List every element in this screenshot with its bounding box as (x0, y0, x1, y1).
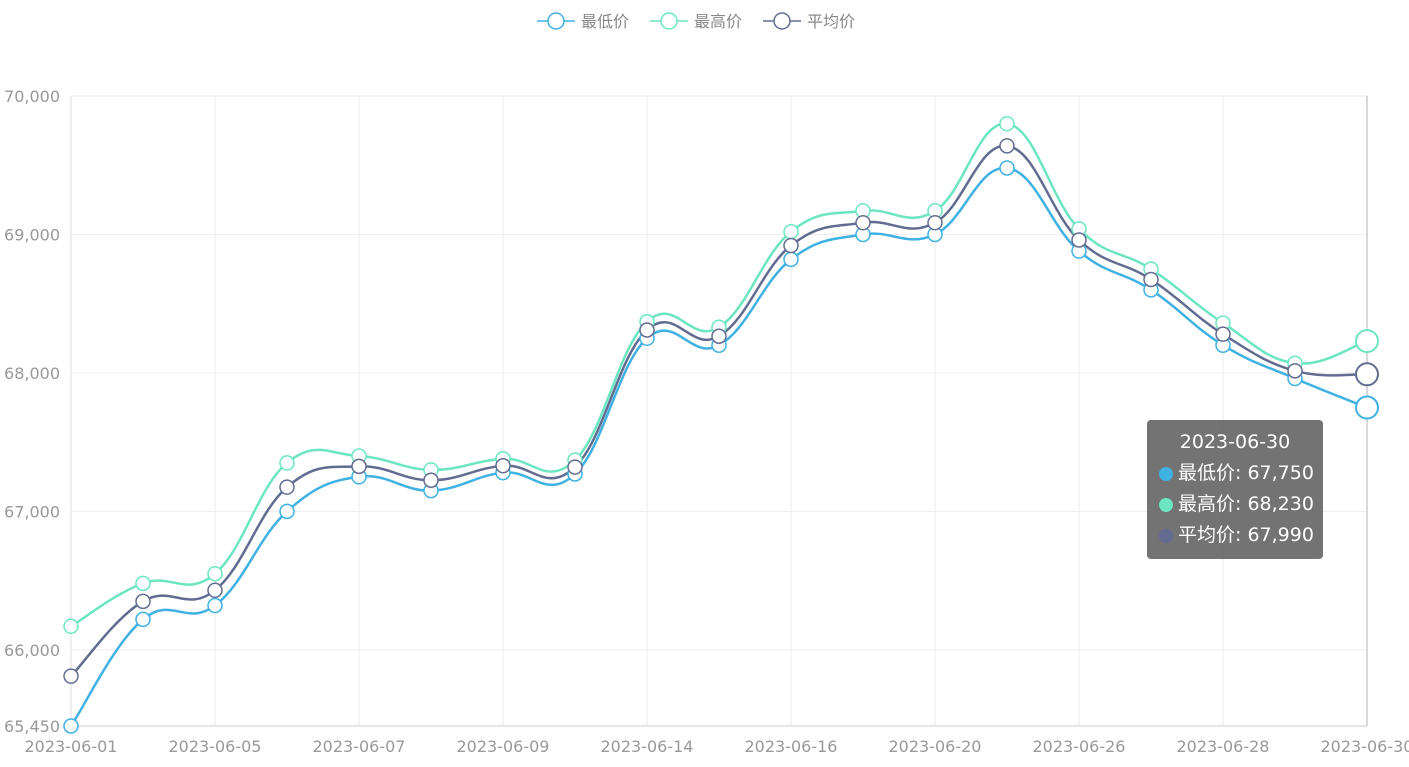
data-point (999, 115, 1015, 132)
tooltip-label-min: 最低价: 67,750 (1178, 462, 1314, 484)
x-tick-label: 2023-06-26 (1033, 737, 1126, 756)
y-tick-label: 65,450 (4, 717, 60, 736)
tooltip-row-min: 最低价: 67,750 (1159, 458, 1314, 489)
data-point (999, 138, 1015, 154)
tooltip-label-avg: 平均价: 67,990 (1178, 524, 1314, 546)
tooltip-marker-min (1159, 466, 1173, 481)
x-tick-label: 2023-06-07 (313, 737, 406, 756)
legend-label: 平均价 (807, 12, 855, 31)
data-point (783, 237, 799, 254)
data-point (1287, 363, 1303, 379)
series-line-0 (69, 166, 1368, 727)
data-point (999, 160, 1015, 176)
data-point (1355, 395, 1379, 420)
chart-tooltip: 2023-06-30 最低价: 67,750 最高价: 68,230 平均价: … (1147, 420, 1323, 559)
legend-marker-icon (660, 12, 678, 30)
data-point (279, 503, 295, 520)
y-tick-label: 67,000 (4, 502, 60, 521)
y-tick-label: 70,000 (4, 87, 60, 106)
data-point (711, 328, 727, 344)
data-point (351, 458, 367, 475)
x-tick-label: 2023-06-16 (745, 737, 838, 756)
x-tick-label: 2023-06-05 (169, 737, 262, 756)
data-point (567, 459, 583, 475)
data-point (207, 582, 223, 599)
y-tick-label: 66,000 (4, 641, 60, 660)
data-point (855, 214, 871, 231)
tooltip-marker-avg (1159, 528, 1173, 543)
data-point (63, 618, 79, 635)
legend-label: 最低价 (581, 12, 629, 31)
tooltip-marker-max (1159, 497, 1173, 512)
legend-marker-icon (547, 12, 565, 30)
tooltip-label-max: 最高价: 68,230 (1178, 493, 1314, 515)
data-point (63, 668, 79, 684)
data-point (63, 718, 79, 734)
data-point (1355, 329, 1379, 354)
data-point (927, 214, 943, 231)
x-tick-label: 2023-06-01 (25, 737, 118, 756)
data-point (1215, 326, 1231, 342)
x-tick-label: 2023-06-28 (1177, 737, 1270, 756)
y-tick-label: 68,000 (4, 364, 60, 383)
data-point (495, 457, 511, 474)
data-point (639, 322, 655, 338)
data-point (783, 251, 799, 268)
tooltip-row-avg: 平均价: 67,990 (1159, 520, 1314, 551)
series-line-2 (70, 144, 1368, 678)
legend-marker-icon (773, 12, 791, 30)
x-tick-label: 2023-06-09 (457, 737, 550, 756)
x-tick-label: 2023-06-30 (1321, 737, 1409, 756)
data-point (135, 611, 151, 628)
data-point (207, 565, 223, 582)
data-point (1143, 271, 1159, 288)
data-point (135, 593, 151, 610)
data-point (279, 455, 295, 471)
tooltip-title: 2023-06-30 (1179, 431, 1291, 453)
legend-label: 最高价 (694, 12, 742, 31)
data-point (783, 223, 799, 240)
data-point (207, 597, 223, 614)
x-tick-label: 2023-06-14 (601, 737, 694, 756)
data-point (1355, 362, 1379, 387)
data-point (1071, 232, 1087, 248)
y-tick-label: 69,000 (4, 225, 60, 244)
data-point (423, 472, 439, 488)
data-point (279, 479, 295, 495)
x-tick-label: 2023-06-20 (889, 737, 982, 756)
data-point (135, 575, 151, 592)
tooltip-row-max: 最高价: 68,230 (1159, 489, 1314, 520)
